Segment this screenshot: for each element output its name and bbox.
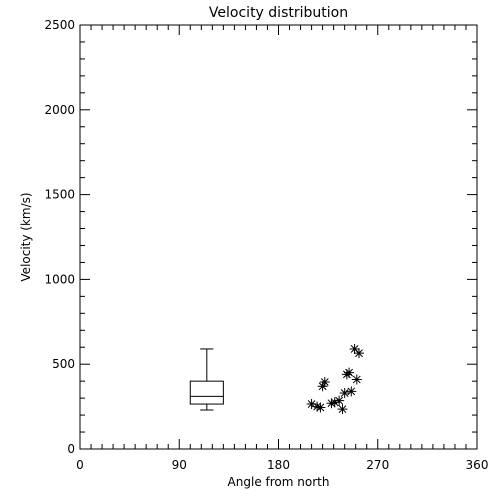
data-point (317, 381, 328, 392)
data-point (326, 398, 337, 409)
y-tick-label: 2000 (44, 103, 75, 117)
chart-title: Velocity distribution (209, 5, 348, 21)
y-tick-label: 0 (67, 442, 75, 456)
data-point (349, 343, 360, 354)
plot-area: 0 90 180 270 360 0 500 1000 1500 2000 2500 (44, 18, 488, 472)
data-point (344, 367, 355, 378)
data-point (354, 348, 364, 359)
y-tick-label: 1500 (44, 188, 75, 202)
data-point (312, 401, 323, 412)
x-tick-label: 90 (172, 458, 187, 472)
data-point (346, 386, 357, 397)
y-tick-label: 2500 (44, 18, 75, 32)
x-axis-label: Angle from north (228, 475, 330, 489)
data-point (329, 397, 340, 408)
data-point (334, 395, 345, 406)
x-tick-label: 180 (267, 458, 290, 472)
y-tick-label: 500 (52, 357, 75, 371)
data-point (315, 402, 326, 413)
data-point (351, 374, 362, 385)
boxplot-box (189, 380, 224, 405)
data-point (339, 388, 350, 399)
x-tick-label: 270 (366, 458, 389, 472)
data-point (306, 399, 317, 410)
data-point (319, 377, 330, 388)
y-tick-label: 1000 (44, 272, 75, 286)
x-tick-label: 0 (76, 458, 84, 472)
x-tick-label: 360 (466, 458, 489, 472)
data-point (337, 404, 348, 415)
y-axis-label: Velocity (km/s) (19, 192, 33, 281)
